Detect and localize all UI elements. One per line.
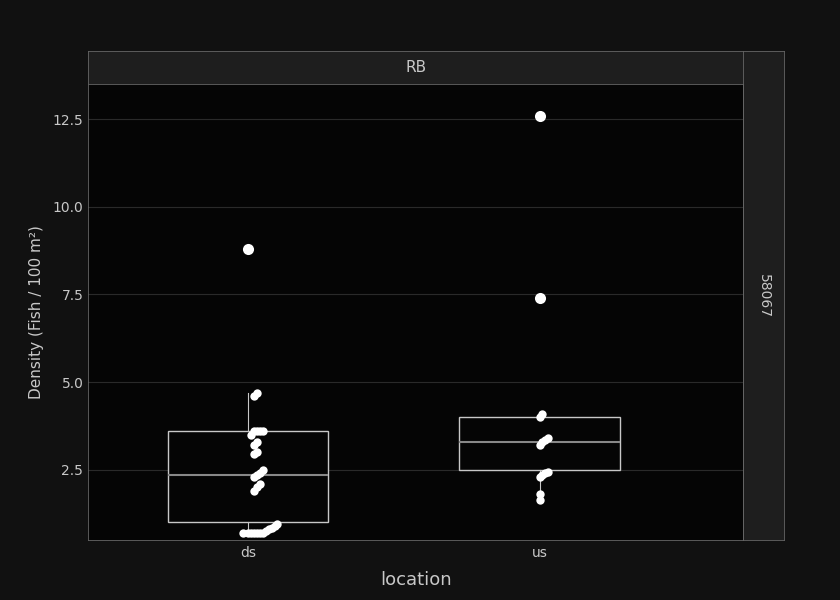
Y-axis label: Density (Fish / 100 m²): Density (Fish / 100 m²): [29, 225, 45, 399]
X-axis label: location: location: [380, 571, 452, 589]
Text: RB: RB: [405, 60, 427, 75]
Bar: [459, 417, 620, 470]
Text: 58067: 58067: [757, 274, 770, 317]
Bar: [168, 431, 328, 523]
